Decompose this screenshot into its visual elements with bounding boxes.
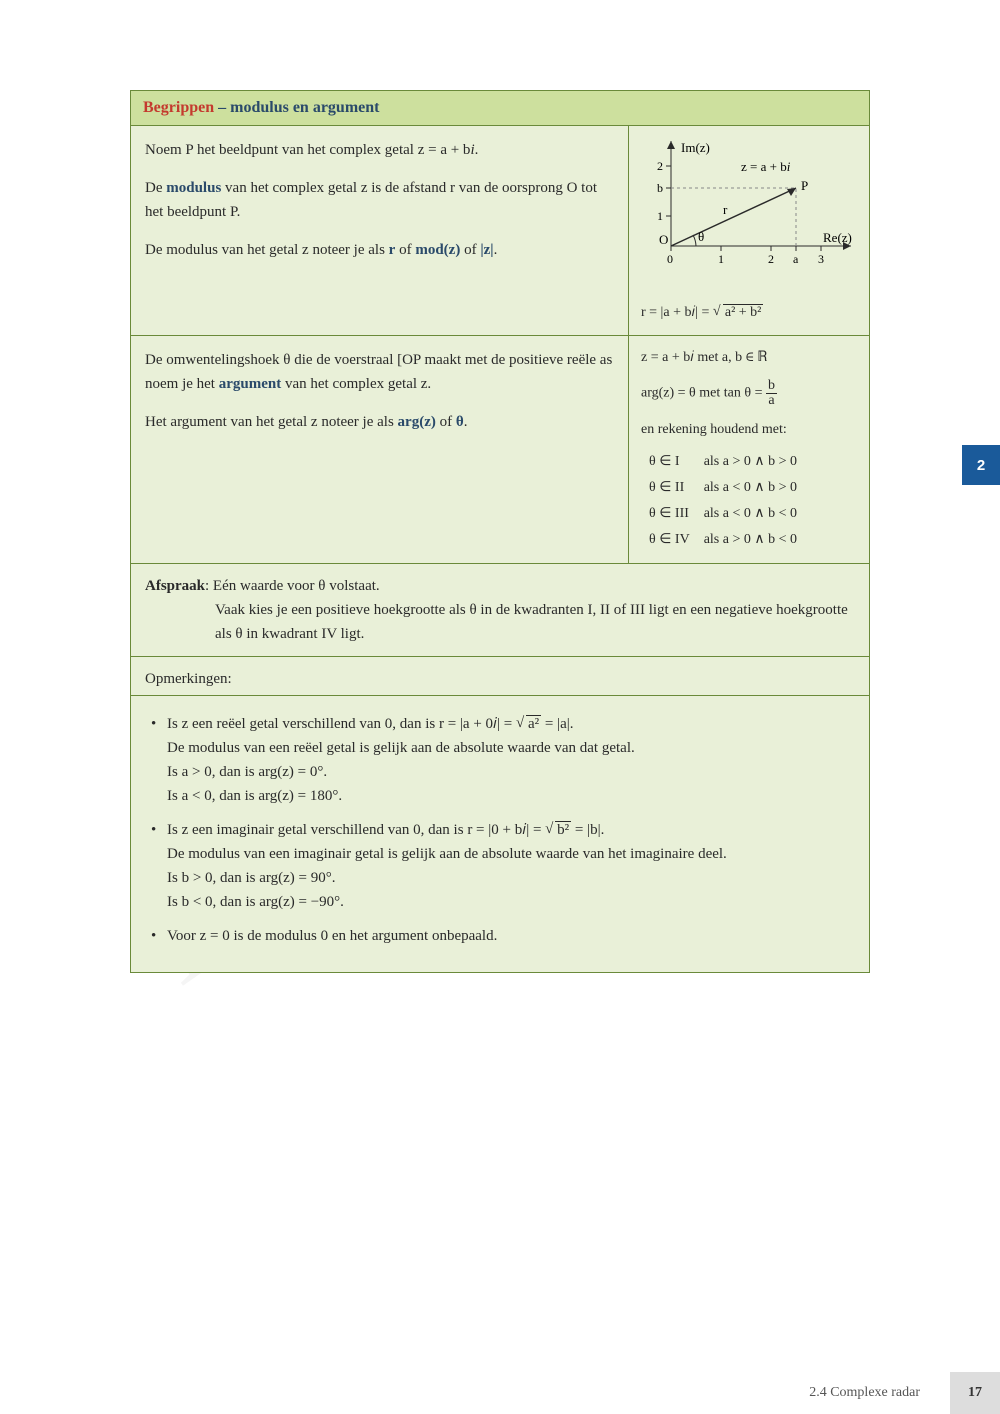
title-suffix: – modulus en argument bbox=[214, 99, 379, 116]
term-argz: arg(z) bbox=[398, 414, 436, 430]
argument-text: De omwentelingshoek θ die de voerstraal … bbox=[131, 336, 629, 564]
text: De modulus van het getal z noteer je als bbox=[145, 242, 389, 258]
page-content: Begrippen – modulus en argument Noem P h… bbox=[0, 0, 1000, 1033]
text: of bbox=[460, 242, 480, 258]
box-title: Begrippen – modulus en argument bbox=[131, 91, 869, 126]
quadrant-table: θ ∈ Ials a > 0 ∧ b > 0 θ ∈ IIals a < 0 ∧… bbox=[641, 448, 805, 553]
text: Het argument van het getal z noteer je a… bbox=[145, 414, 398, 430]
text: : Eén waarde voor θ volstaat. bbox=[205, 578, 380, 594]
svg-text:a: a bbox=[793, 252, 799, 266]
row-argument: De omwentelingshoek θ die de voerstraal … bbox=[131, 336, 869, 565]
text: of bbox=[395, 242, 415, 258]
svg-text:z = a + bi: z = a + bi bbox=[741, 159, 791, 174]
modulus-diagram-cell: Im(z) Re(z) z = a + bi P O r θ 2 b 1 0 1… bbox=[629, 126, 869, 335]
text: Noem P het beeldpunt van het complex get… bbox=[145, 142, 470, 158]
modulus-text: Noem P het beeldpunt van het complex get… bbox=[131, 126, 629, 335]
svg-text:Im(z): Im(z) bbox=[681, 140, 710, 155]
arg-line2: arg(z) = θ met tan θ = ba bbox=[641, 379, 857, 408]
svg-text:b: b bbox=[657, 181, 663, 195]
arg-line3: en rekening houdend met: bbox=[641, 418, 857, 442]
term-argument: argument bbox=[219, 376, 282, 392]
text: . bbox=[464, 414, 468, 430]
remark-3: Voor z = 0 is de modulus 0 en het argume… bbox=[145, 924, 855, 948]
svg-text:r: r bbox=[723, 202, 728, 217]
svg-text:Re(z): Re(z) bbox=[823, 230, 852, 245]
text: van het complex getal z. bbox=[281, 376, 431, 392]
text: . bbox=[475, 142, 479, 158]
svg-text:θ: θ bbox=[698, 229, 704, 244]
afspraak-row: Afspraak: Eén waarde voor θ volstaat. Va… bbox=[131, 564, 869, 657]
svg-text:2: 2 bbox=[657, 159, 663, 173]
remark-2: Is z een imaginair getal verschillend va… bbox=[145, 818, 855, 914]
complex-plane-diagram: Im(z) Re(z) z = a + bi P O r θ 2 b 1 0 1… bbox=[641, 136, 857, 286]
svg-text:1: 1 bbox=[657, 209, 663, 223]
svg-text:O: O bbox=[659, 232, 668, 247]
term-modz: mod(z) bbox=[415, 242, 460, 258]
afspraak-line2: Vaak kies je een positieve hoekgrootte a… bbox=[145, 598, 855, 646]
remarks-header: Opmerkingen: bbox=[131, 657, 869, 696]
remarks-list: Is z een reëel getal verschillend van 0,… bbox=[131, 696, 869, 972]
text: . bbox=[494, 242, 498, 258]
term-absz: |z| bbox=[480, 242, 493, 258]
svg-text:2: 2 bbox=[768, 252, 774, 266]
svg-text:3: 3 bbox=[818, 252, 824, 266]
arg-line1: z = a + b𝑖 met a, b ∈ ℝ bbox=[641, 346, 857, 370]
text: of bbox=[436, 414, 456, 430]
afspraak-label: Afspraak bbox=[145, 578, 205, 594]
term-theta: θ bbox=[456, 414, 464, 430]
argument-formulas: z = a + b𝑖 met a, b ∈ ℝ arg(z) = θ met t… bbox=[629, 336, 869, 564]
svg-text:0: 0 bbox=[667, 252, 673, 266]
concept-box: Begrippen – modulus en argument Noem P h… bbox=[130, 90, 870, 973]
row-modulus: Noem P het beeldpunt van het complex get… bbox=[131, 126, 869, 336]
term-modulus: modulus bbox=[166, 180, 221, 196]
title-prefix: Begrippen bbox=[143, 99, 214, 116]
svg-text:1: 1 bbox=[718, 252, 724, 266]
footer-page-number: 17 bbox=[950, 1372, 1000, 1414]
text: De bbox=[145, 180, 166, 196]
modulus-formula: r = |a + b𝑖| = a² + b² bbox=[641, 301, 857, 325]
page-footer: 2.4 Complexe radar 17 bbox=[779, 1372, 1000, 1414]
svg-text:P: P bbox=[801, 178, 808, 193]
remark-1: Is z een reëel getal verschillend van 0,… bbox=[145, 712, 855, 808]
footer-section: 2.4 Complexe radar bbox=[779, 1385, 950, 1401]
